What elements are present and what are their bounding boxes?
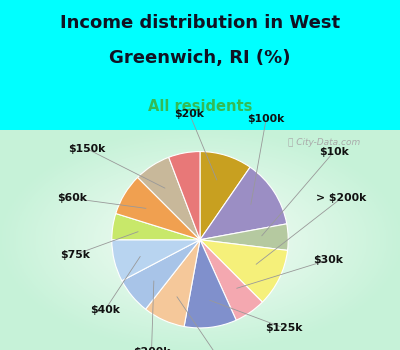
Wedge shape <box>122 240 200 309</box>
Wedge shape <box>200 152 250 240</box>
Text: $200k: $200k <box>133 347 170 350</box>
Wedge shape <box>138 157 200 240</box>
Wedge shape <box>112 240 200 281</box>
Text: $125k: $125k <box>265 323 302 333</box>
Text: $100k: $100k <box>248 114 285 124</box>
Text: $150k: $150k <box>68 144 106 154</box>
Text: > $200k: > $200k <box>316 193 366 203</box>
Wedge shape <box>112 214 200 240</box>
Wedge shape <box>184 240 236 328</box>
Text: $10k: $10k <box>319 147 349 156</box>
Wedge shape <box>200 167 287 240</box>
Wedge shape <box>200 240 288 302</box>
Text: All residents: All residents <box>148 99 252 114</box>
Wedge shape <box>200 224 288 250</box>
Text: Greenwich, RI (%): Greenwich, RI (%) <box>109 49 291 67</box>
Text: Income distribution in West: Income distribution in West <box>60 14 340 32</box>
Wedge shape <box>169 152 200 240</box>
Text: $30k: $30k <box>313 255 343 265</box>
Text: $40k: $40k <box>90 305 120 315</box>
Text: $20k: $20k <box>174 108 204 119</box>
Text: ⓘ City-Data.com: ⓘ City-Data.com <box>288 138 360 147</box>
Wedge shape <box>200 240 262 320</box>
Wedge shape <box>116 177 200 240</box>
Wedge shape <box>146 240 200 327</box>
Text: $75k: $75k <box>60 250 90 260</box>
Text: $60k: $60k <box>57 193 87 203</box>
